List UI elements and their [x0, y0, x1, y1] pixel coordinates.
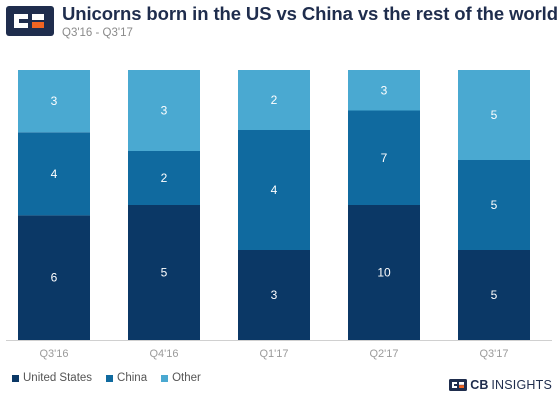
- bar-segment: [18, 132, 90, 216]
- bar-segment: [128, 70, 200, 151]
- cb-insights-mark-icon: [449, 379, 468, 391]
- cb-insights-logo-icon: [6, 6, 54, 36]
- bar-segment: [348, 205, 420, 340]
- bar-segment: [458, 160, 530, 250]
- legend-item: China: [106, 372, 147, 384]
- data-label: 5: [161, 266, 168, 280]
- data-label: 3: [381, 83, 388, 97]
- data-label: 5: [491, 108, 498, 122]
- legend-item: Other: [161, 372, 201, 384]
- cb-insights-brand: CB INSIGHTS: [449, 378, 552, 392]
- legend-label: Other: [172, 372, 201, 384]
- brand-cb-text: CB: [470, 378, 489, 392]
- legend-item: United States: [12, 372, 92, 384]
- bar-segment: [238, 130, 310, 250]
- data-label: 3: [51, 94, 58, 108]
- data-label: 10: [377, 266, 391, 280]
- bar-segment: [348, 70, 420, 111]
- bar-segment: [18, 215, 90, 340]
- chart-legend: United States China Other: [12, 372, 201, 384]
- x-tick-label: Q4'16: [149, 348, 178, 360]
- data-label: 4: [51, 167, 58, 181]
- brand-insights-text: INSIGHTS: [491, 378, 552, 392]
- x-tick-label: Q3'17: [479, 348, 508, 360]
- x-tick-label: Q3'16: [39, 348, 68, 360]
- data-label: 2: [161, 171, 168, 185]
- bar-segment: [128, 205, 200, 340]
- chart-subtitle: Q3'16 - Q3'17: [62, 27, 133, 39]
- bar-segment: [238, 70, 310, 130]
- legend-label: China: [117, 372, 148, 384]
- bar-segment: [128, 151, 200, 205]
- chart-title: Unicorns born in the US vs China vs the …: [62, 3, 558, 24]
- data-label: 6: [51, 271, 58, 285]
- data-label: 5: [491, 198, 498, 212]
- data-label: 2: [271, 93, 278, 107]
- data-label: 4: [271, 183, 278, 197]
- legend-label: United States: [23, 372, 93, 384]
- data-label: 5: [491, 288, 498, 302]
- data-label: 3: [271, 288, 278, 302]
- legend-swatch: [161, 374, 169, 382]
- bar-segment: [458, 70, 530, 160]
- bar-segment: [348, 110, 420, 205]
- data-label: 3: [161, 104, 168, 118]
- bar-segment: [458, 250, 530, 340]
- data-label: 7: [381, 151, 388, 165]
- x-tick-label: Q1'17: [259, 348, 288, 360]
- legend-swatch: [12, 374, 19, 382]
- x-tick-label: Q2'17: [369, 348, 398, 360]
- bar-segment: [238, 250, 310, 340]
- legend-swatch: [106, 374, 114, 382]
- bar-segment: [18, 70, 90, 133]
